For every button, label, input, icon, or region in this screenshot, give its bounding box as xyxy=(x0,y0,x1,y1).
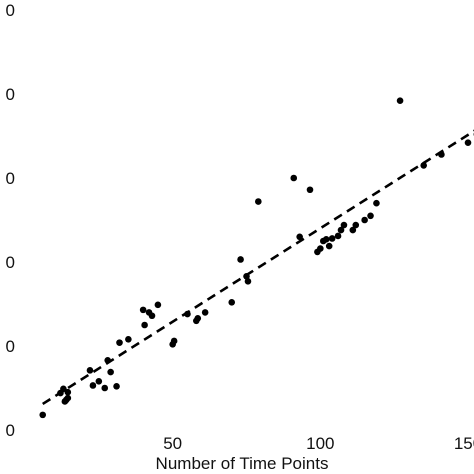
data-point xyxy=(95,377,103,385)
data-point xyxy=(228,299,236,306)
data-point xyxy=(396,97,404,105)
data-points xyxy=(39,97,474,419)
data-point xyxy=(337,226,345,234)
x-axis-tick-labels: 50 100 150 xyxy=(163,434,474,453)
data-point xyxy=(317,245,324,252)
data-point xyxy=(352,221,360,229)
trendline-layer xyxy=(42,129,474,406)
data-point xyxy=(107,368,114,376)
data-point xyxy=(349,226,357,234)
data-point xyxy=(373,199,380,207)
x-tick-label: 100 xyxy=(306,434,334,453)
data-point xyxy=(184,310,191,318)
y-tick-label: 0 xyxy=(6,169,15,188)
data-point xyxy=(125,335,132,343)
data-point xyxy=(290,174,298,182)
data-point xyxy=(296,233,303,241)
data-point xyxy=(325,242,333,250)
data-point xyxy=(64,388,72,396)
data-point xyxy=(101,384,109,392)
x-axis-title: Number of Time Points xyxy=(156,454,329,473)
y-tick-label: 0 xyxy=(6,421,15,440)
data-point xyxy=(367,212,374,220)
data-point xyxy=(141,321,148,329)
data-point xyxy=(328,235,336,242)
data-point xyxy=(237,256,244,263)
trendline xyxy=(42,129,474,406)
data-point xyxy=(420,162,428,169)
data-point xyxy=(255,198,262,205)
y-tick-label: 0 xyxy=(6,1,15,20)
data-point xyxy=(201,309,209,316)
data-point xyxy=(334,232,342,240)
data-point xyxy=(243,272,250,280)
data-point xyxy=(116,339,123,346)
data-point xyxy=(113,383,120,390)
y-tick-label: 0 xyxy=(6,337,15,356)
data-point xyxy=(361,216,368,224)
y-tick-label: 0 xyxy=(6,85,15,104)
x-tick-label: 150 xyxy=(454,434,474,453)
data-point xyxy=(148,312,156,320)
data-point xyxy=(64,394,72,402)
data-point xyxy=(464,139,472,147)
data-point xyxy=(340,221,348,229)
data-point xyxy=(86,367,94,374)
data-point xyxy=(39,411,47,419)
y-axis-tick-labels: 0 0 0 0 0 0 xyxy=(6,1,15,440)
data-point xyxy=(170,337,178,345)
data-point xyxy=(306,186,314,194)
data-point xyxy=(322,236,330,243)
data-point xyxy=(194,314,202,322)
data-point xyxy=(104,356,111,364)
data-point xyxy=(154,301,162,309)
y-tick-label: 0 xyxy=(6,253,15,272)
data-point xyxy=(438,151,445,158)
data-point xyxy=(244,278,252,285)
data-point xyxy=(89,382,97,389)
data-point xyxy=(139,306,147,314)
x-tick-label: 50 xyxy=(163,434,182,453)
